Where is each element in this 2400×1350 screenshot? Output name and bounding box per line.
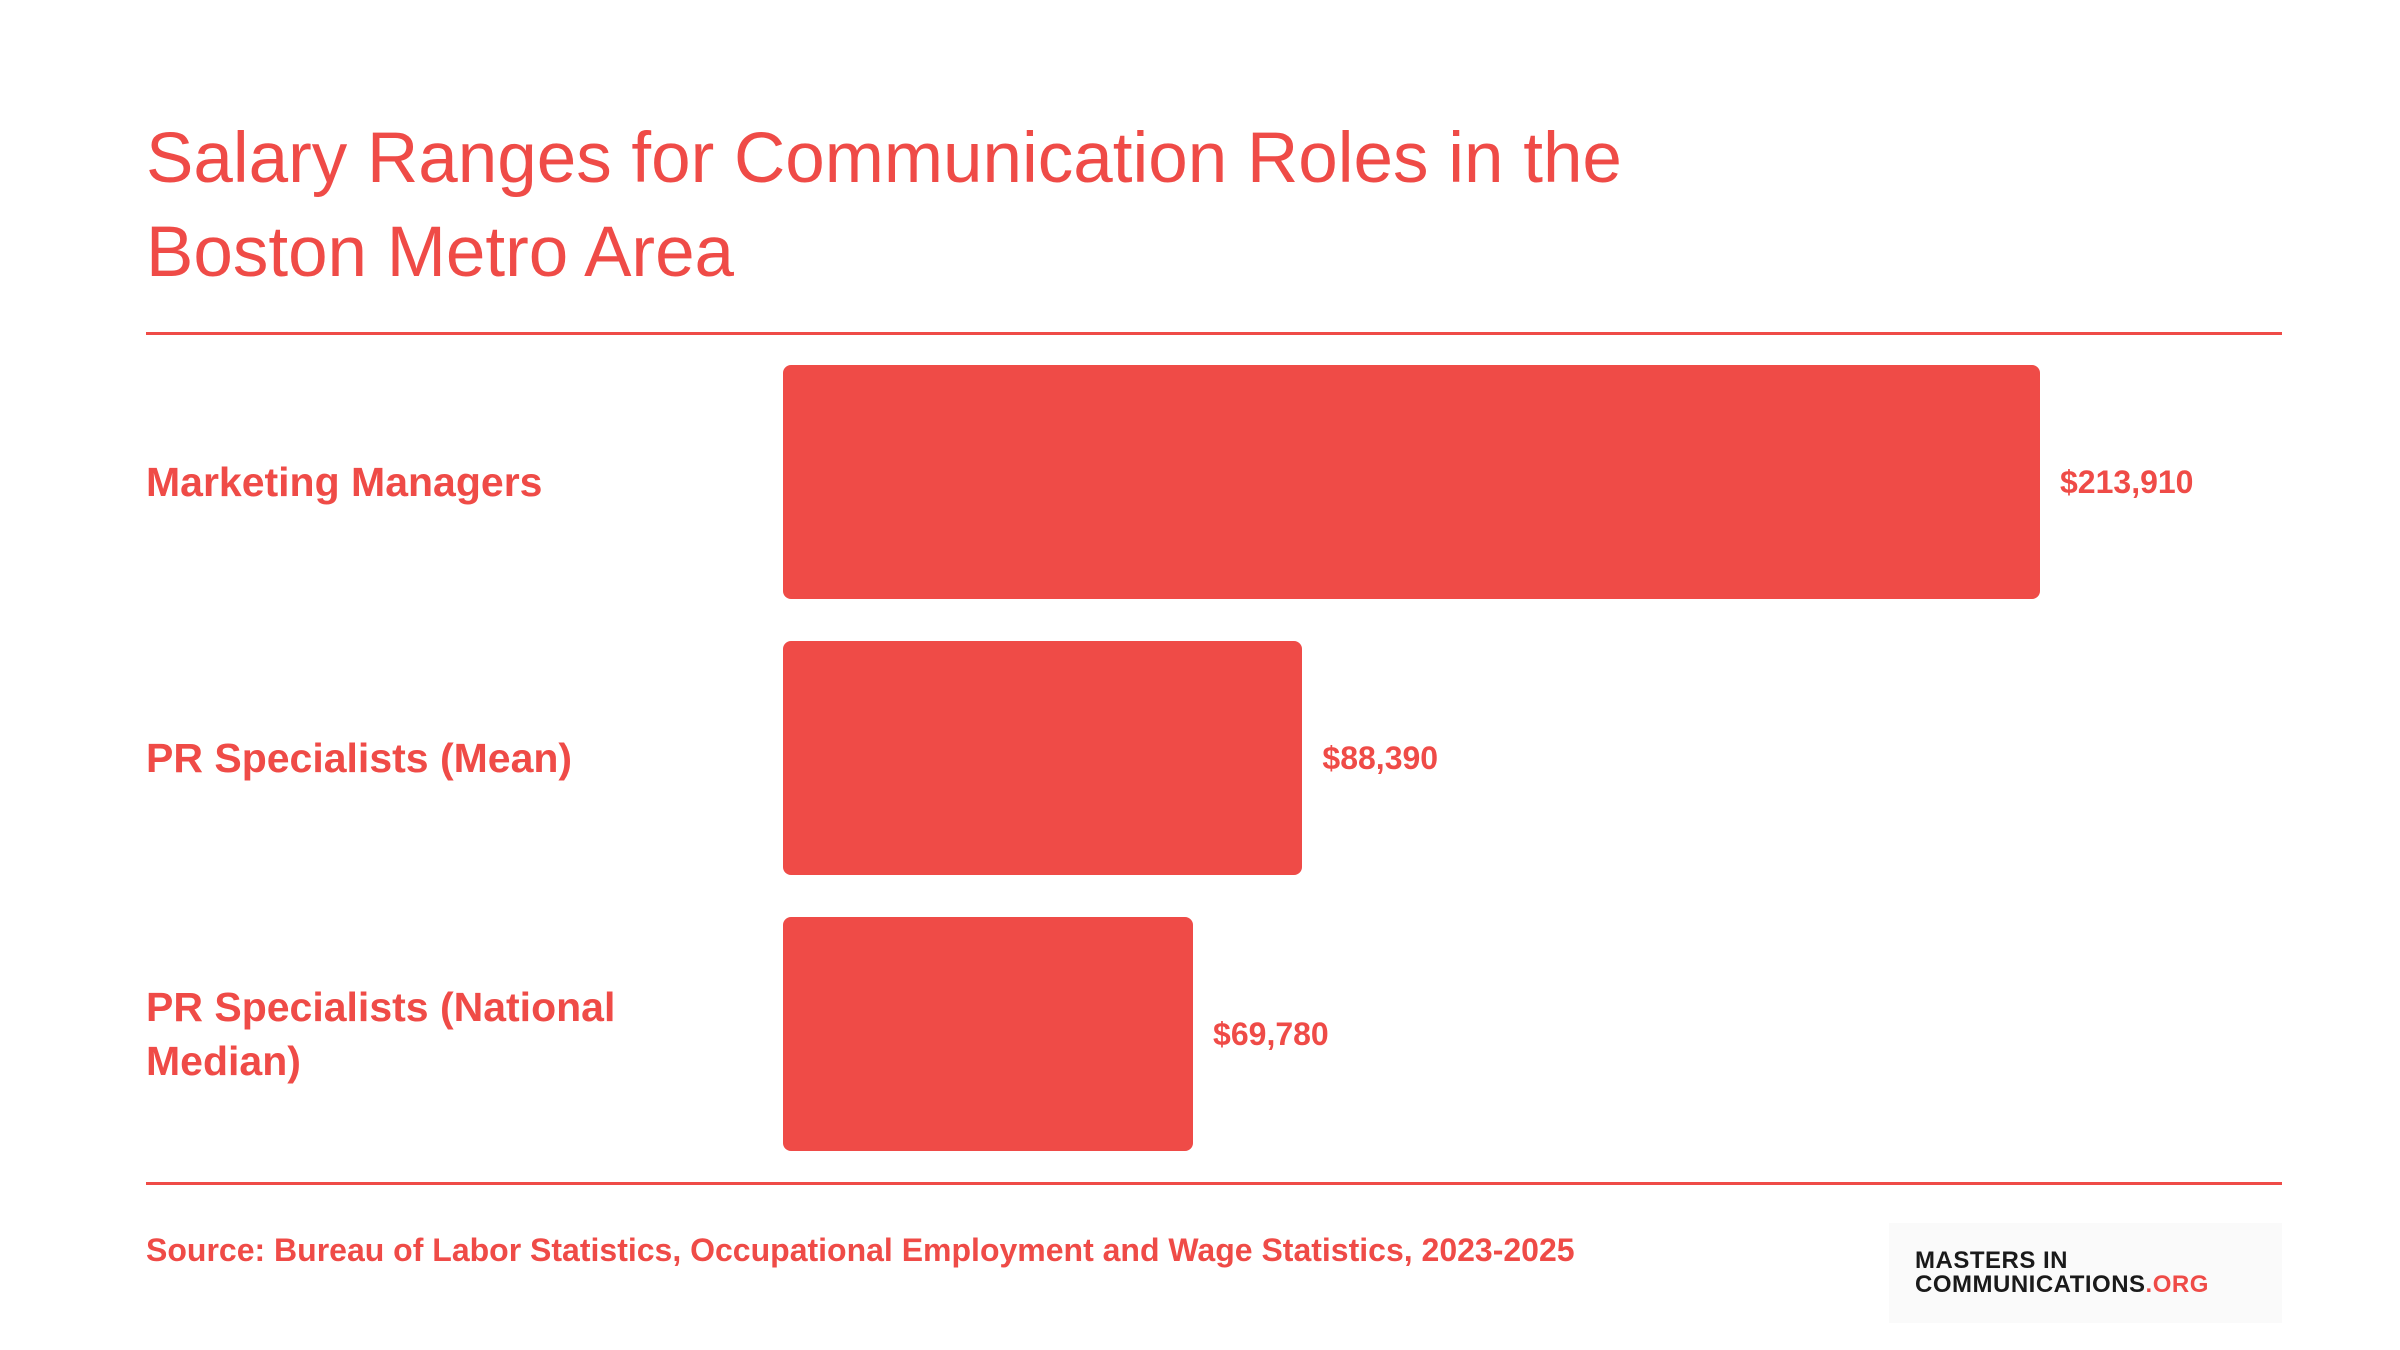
category-label: PR Specialists (Mean)	[146, 735, 573, 781]
logo-line: COMMUNICATIONS.ORG	[1915, 1273, 2209, 1297]
bottom-rule	[146, 1182, 2282, 1185]
logo-suffix: .ORG	[2145, 1271, 2209, 1298]
bar	[783, 365, 2040, 599]
value-label: $88,390	[1322, 739, 1439, 776]
bar	[783, 641, 1303, 875]
top-rule	[146, 332, 2282, 335]
chart-title: Salary Ranges for Communication Roles in…	[146, 119, 1622, 292]
category-label: PR Specialists (National Median)	[146, 984, 616, 1084]
category-label: Marketing Managers	[146, 459, 543, 505]
logo: MASTERS IN COMMUNICATIONS.ORG	[1889, 1223, 2282, 1323]
bar	[783, 917, 1194, 1151]
source-note: Source: Bureau of Labor Statistics, Occu…	[146, 1232, 1575, 1268]
logo-line: COMMUNICATIONS	[1915, 1271, 2146, 1298]
logo-line: MASTERS IN	[1915, 1247, 2069, 1274]
value-label: $69,780	[1213, 1015, 1329, 1052]
value-label: $213,910	[2060, 463, 2194, 500]
